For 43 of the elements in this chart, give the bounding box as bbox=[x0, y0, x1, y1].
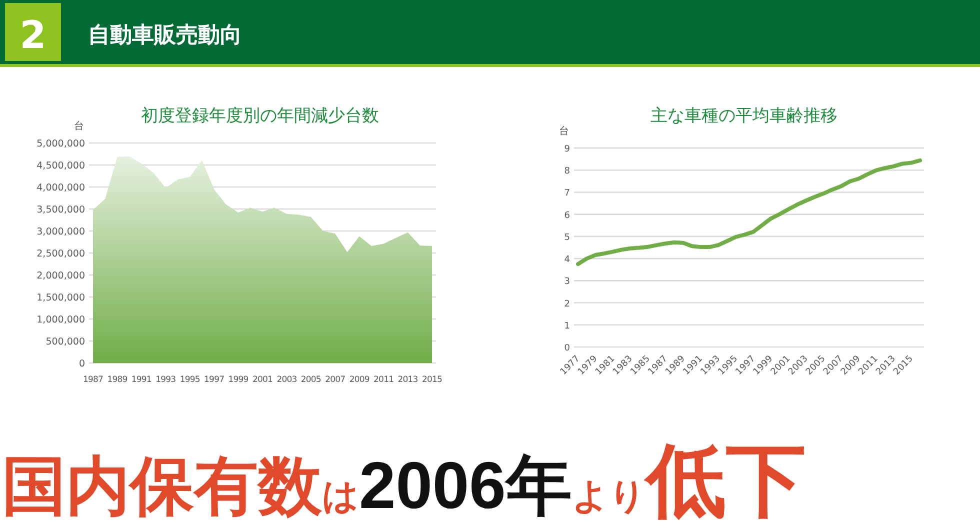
y-tick-label: 2,000,000 bbox=[36, 270, 85, 282]
x-tick-label: 2011 bbox=[374, 375, 394, 385]
y-tick-label: 1,500,000 bbox=[36, 292, 85, 304]
x-tick-label: 2003 bbox=[276, 375, 297, 385]
y-tick-label: 3,000,000 bbox=[36, 226, 85, 238]
x-tick-label: 1999 bbox=[228, 375, 248, 385]
y-axis-title: 台 bbox=[559, 125, 569, 137]
x-tick-label: 2015 bbox=[422, 375, 442, 385]
y-tick-label: 0 bbox=[78, 358, 85, 370]
x-tick-label: 2007 bbox=[325, 375, 346, 385]
y-tick-label: 1,000,000 bbox=[36, 314, 85, 326]
chart-title: 主な車種の平均車齢推移 bbox=[650, 106, 838, 126]
y-tick-label: 2 bbox=[564, 299, 570, 310]
x-tick-label: 1987 bbox=[82, 375, 104, 385]
x-tick-label: 2013 bbox=[398, 375, 418, 385]
y-tick-label: 8 bbox=[564, 166, 570, 177]
y-tick-label: 5,000,000 bbox=[36, 138, 85, 150]
y-tick-label: 500,000 bbox=[46, 336, 85, 348]
x-tick-label: 2009 bbox=[349, 375, 370, 385]
x-tick-label: 1989 bbox=[107, 375, 128, 385]
y-tick-label: 0 bbox=[564, 344, 570, 354]
y-tick-label: 4 bbox=[564, 255, 570, 266]
y-tick-label: 4,500,000 bbox=[36, 160, 85, 172]
y-tick-label: 1 bbox=[564, 321, 570, 332]
line-series bbox=[576, 158, 922, 266]
text: 国内保有数は2006年より低下 bbox=[2, 434, 806, 527]
y-tick-label: 6 bbox=[564, 210, 570, 221]
y-tick-label: 2,500,000 bbox=[36, 248, 85, 260]
x-tick-label: 2001 bbox=[252, 375, 273, 385]
x-tick-label: 1993 bbox=[156, 375, 176, 385]
y-tick-label: 9 bbox=[564, 144, 570, 154]
x-tick-label: 2005 bbox=[300, 375, 321, 385]
y-tick-label: 3 bbox=[564, 277, 570, 288]
x-tick-label: 1997 bbox=[204, 375, 224, 385]
chart-title: 初度登録年度別の年間減少台数 bbox=[141, 106, 379, 126]
y-tick-label: 4,000,000 bbox=[36, 182, 85, 194]
y-axis-title: 台 bbox=[74, 120, 84, 132]
x-tick-label: 1995 bbox=[180, 375, 200, 385]
text: 自動車販売動向 bbox=[88, 23, 242, 48]
x-tick-label: 1991 bbox=[131, 375, 152, 385]
y-tick-label: 7 bbox=[564, 188, 570, 199]
y-tick-label: 3,500,000 bbox=[36, 204, 85, 216]
y-tick-label: 5 bbox=[564, 232, 570, 243]
